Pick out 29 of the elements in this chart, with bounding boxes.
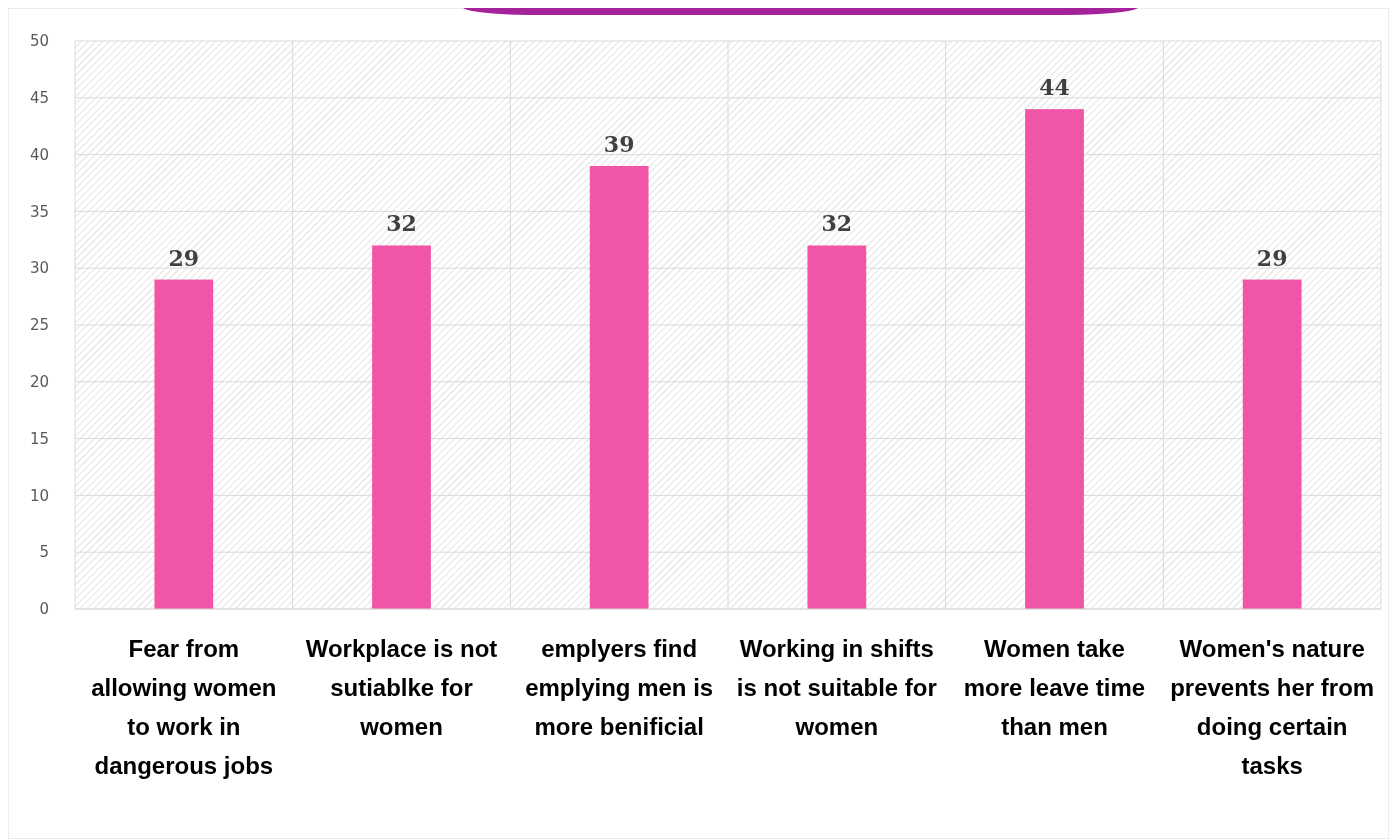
y-tick-label: 0 (39, 600, 49, 619)
x-tick-label: Fear from allowing women to work in dangerous jobs (91, 635, 277, 779)
bar (154, 279, 214, 609)
y-tick-label: 15 (29, 429, 49, 448)
y-tick-label: 50 (29, 32, 49, 51)
data-label: 29 (168, 244, 200, 271)
bar (589, 165, 649, 609)
bar (1025, 109, 1084, 609)
y-tick-label: 25 (29, 316, 49, 335)
x-tick-label: Working in shifts is not suitable for women (736, 635, 937, 740)
bar (1242, 279, 1302, 609)
bar (372, 245, 431, 609)
y-tick-label: 40 (29, 145, 49, 164)
y-tick-label: 10 (29, 486, 49, 505)
y-tick-label: 35 (29, 202, 49, 221)
data-label: 39 (603, 130, 635, 157)
data-label: 44 (1039, 74, 1070, 101)
x-tick-label: emplyers find emplying men is more benificial (525, 635, 714, 740)
y-tick-label: 45 (29, 89, 49, 108)
data-label: 32 (821, 210, 853, 237)
y-tick-label: 30 (29, 259, 49, 278)
x-tick-label: Workplace is not sutiablke for women (305, 635, 498, 740)
data-label: 29 (1256, 244, 1288, 271)
data-label: 32 (386, 210, 417, 237)
y-tick-label: 5 (39, 543, 49, 562)
x-tick-label: Women's nature prevents her from doing certain tasks (1170, 635, 1375, 779)
x-tick-label: Women take more leave time than men (963, 635, 1146, 740)
bar (807, 245, 867, 609)
y-tick-label: 20 (29, 373, 49, 392)
